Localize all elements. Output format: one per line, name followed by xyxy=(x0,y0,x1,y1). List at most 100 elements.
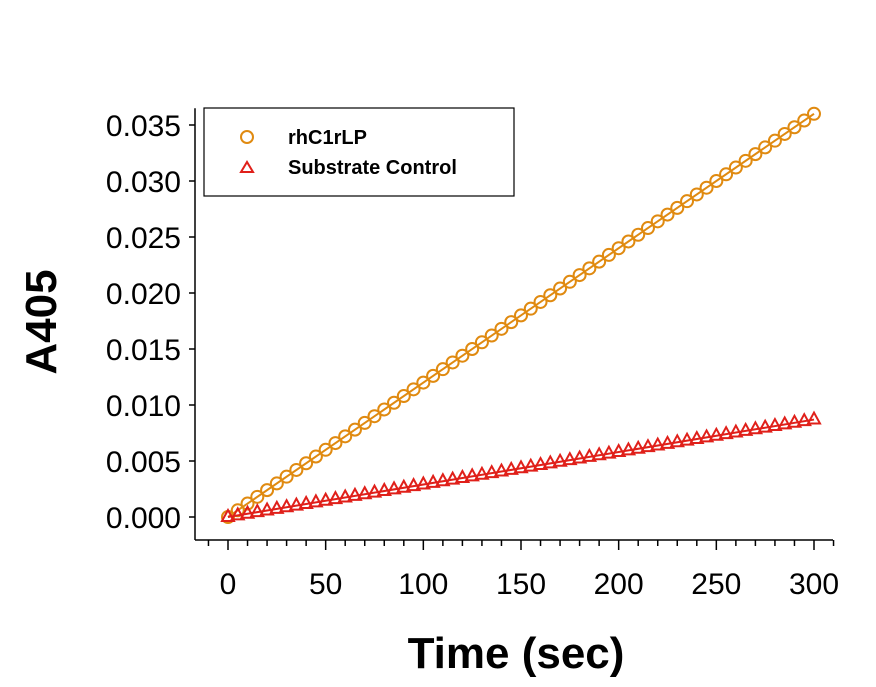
data-point-circle xyxy=(465,342,480,356)
legend-triangle-marker xyxy=(239,160,255,173)
data-point-circle xyxy=(562,274,577,289)
series-1 xyxy=(220,410,822,522)
data-point-circle xyxy=(435,362,450,377)
y-tick-label: 0.000 xyxy=(106,502,181,535)
data-point-circle xyxy=(494,321,509,336)
data-point-circle xyxy=(279,469,294,484)
data-point-triangle xyxy=(288,496,305,511)
data-point-triangle xyxy=(357,485,373,500)
legend: rhC1rLP Substrate Control xyxy=(203,107,515,197)
data-point-triangle xyxy=(317,491,334,506)
y-tick-label: 0.020 xyxy=(106,278,181,311)
data-point-circle xyxy=(269,476,284,491)
legend-label-1: Substrate Control xyxy=(288,157,457,179)
data-point-triangle xyxy=(796,412,812,427)
data-point-triangle xyxy=(513,459,529,474)
data-point-circle xyxy=(767,133,782,148)
data-point-circle xyxy=(396,389,411,404)
data-point-triangle xyxy=(259,501,275,516)
data-point-triangle xyxy=(435,472,451,487)
data-point-triangle xyxy=(571,449,588,464)
x-tick-label: 50 xyxy=(309,568,342,601)
data-point-triangle xyxy=(454,468,471,484)
data-point-circle xyxy=(367,409,382,424)
data-point-circle xyxy=(377,402,392,417)
data-point-circle xyxy=(328,436,343,451)
data-point-circle xyxy=(445,355,460,370)
data-point-triangle xyxy=(669,433,685,448)
data-point-triangle xyxy=(464,467,480,482)
x-tick-label: 100 xyxy=(398,568,448,601)
data-point-triangle xyxy=(747,420,764,435)
data-point-triangle xyxy=(708,426,725,441)
x-axis-label: Time (sec) xyxy=(408,629,625,678)
data-point-triangle xyxy=(620,441,637,456)
data-point-triangle xyxy=(474,465,490,480)
data-point-circle xyxy=(758,140,773,155)
data-point-circle xyxy=(299,456,314,471)
data-point-circle xyxy=(699,180,714,195)
data-point-triangle xyxy=(376,481,392,497)
data-point-circle xyxy=(709,174,724,188)
data-point-circle xyxy=(543,288,558,303)
data-point-circle xyxy=(250,489,265,504)
data-point-triangle xyxy=(230,506,246,521)
data-point-circle xyxy=(621,234,636,249)
data-point-triangle xyxy=(562,451,578,466)
data-point-triangle xyxy=(220,507,236,522)
data-point-triangle xyxy=(610,442,627,458)
data-point-circle xyxy=(660,207,675,222)
data-point-circle xyxy=(338,429,353,444)
data-point-triangle xyxy=(415,475,432,490)
data-point-circle xyxy=(611,241,626,256)
data-point-triangle xyxy=(552,452,568,467)
data-point-circle xyxy=(777,126,792,141)
data-point-circle xyxy=(406,382,421,397)
x-tick-label: 200 xyxy=(594,568,644,601)
data-point-triangle xyxy=(757,418,773,433)
data-point-circle xyxy=(650,214,665,229)
data-point-triangle xyxy=(523,457,539,472)
data-point-circle xyxy=(318,442,333,457)
data-point-circle xyxy=(748,147,763,162)
y-tick-label: 0.010 xyxy=(106,390,181,423)
data-point-circle xyxy=(289,462,304,477)
data-point-triangle xyxy=(298,494,314,510)
data-point-triangle xyxy=(484,464,500,479)
data-point-triangle xyxy=(396,478,412,493)
data-point-circle xyxy=(807,106,821,121)
y-tick-label: 0.005 xyxy=(106,446,181,479)
data-point-triangle xyxy=(698,428,715,443)
data-point-triangle xyxy=(786,413,803,428)
data-point-triangle xyxy=(503,460,519,475)
data-point-triangle xyxy=(308,493,324,508)
data-point-triangle xyxy=(347,486,363,501)
y-tick-label: 0.030 xyxy=(106,166,181,199)
data-point-circle xyxy=(728,160,743,175)
data-point-triangle xyxy=(591,446,607,461)
data-point-circle xyxy=(592,254,607,269)
data-point-triangle xyxy=(337,488,353,503)
data-point-triangle xyxy=(601,444,617,459)
data-point-triangle xyxy=(689,429,705,445)
data-point-triangle xyxy=(239,504,256,519)
data-point-triangle xyxy=(718,425,734,440)
data-point-triangle xyxy=(249,503,265,518)
data-point-triangle xyxy=(679,431,695,446)
data-point-triangle xyxy=(278,498,295,513)
data-point-triangle xyxy=(728,423,744,438)
legend-label-0: rhC1rLP xyxy=(288,127,367,149)
fit-line xyxy=(227,112,815,518)
data-point-circle xyxy=(719,167,734,182)
data-point-triangle xyxy=(444,470,461,485)
data-point-triangle xyxy=(493,462,510,477)
legend-circle-marker xyxy=(240,130,254,144)
x-tick-label: 250 xyxy=(691,568,741,601)
data-point-triangle xyxy=(542,454,558,469)
data-point-triangle xyxy=(366,483,383,498)
data-point-circle xyxy=(572,268,587,283)
data-point-triangle xyxy=(659,434,676,449)
data-point-circle xyxy=(523,301,538,316)
legend-box xyxy=(203,107,515,197)
data-point-circle xyxy=(670,200,685,215)
